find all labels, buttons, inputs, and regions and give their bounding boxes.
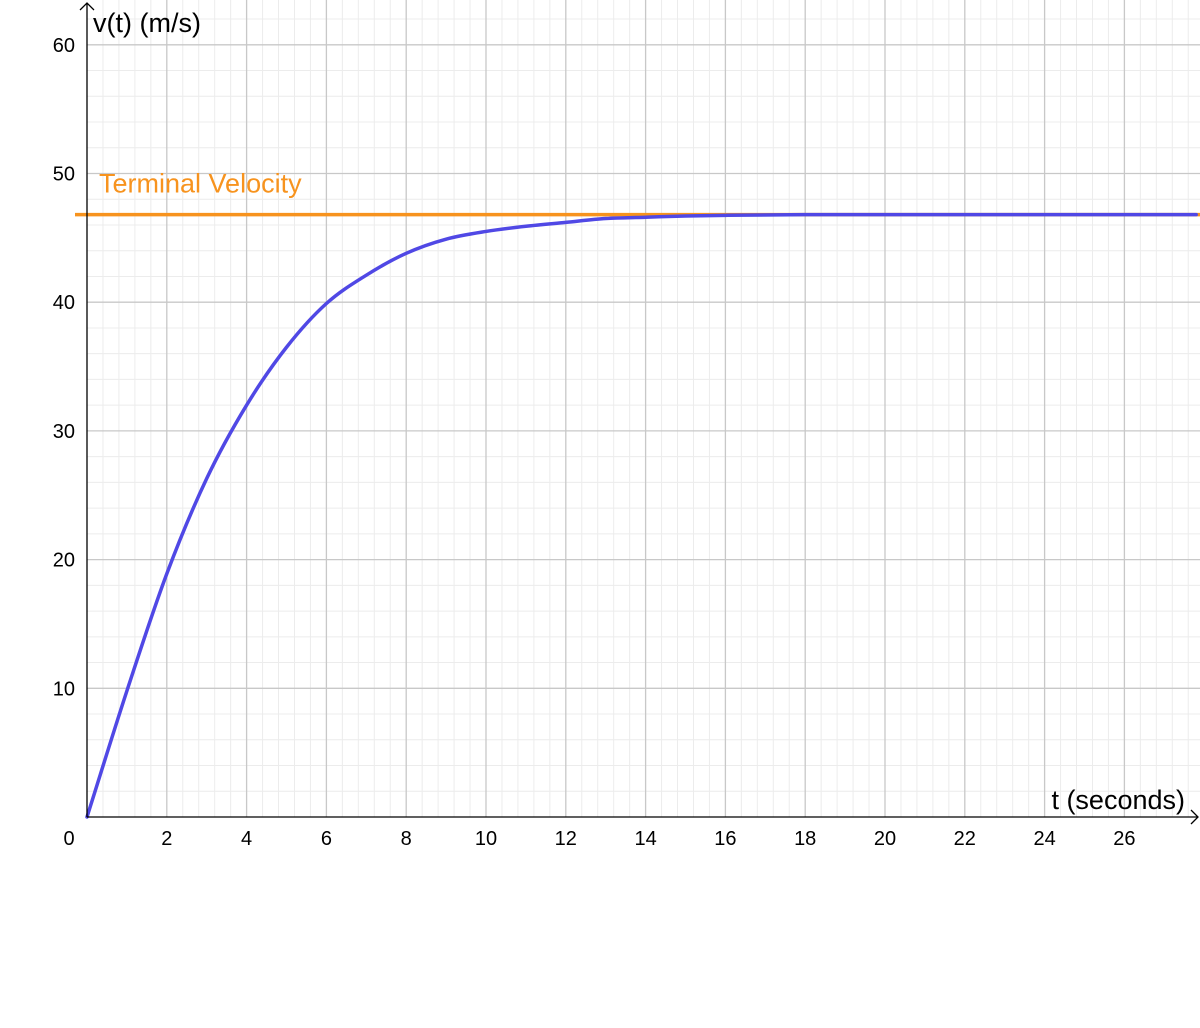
minor-grid [87,0,1200,817]
origin-label: 0 [63,828,74,850]
x-tick-label: 2 [161,828,172,850]
y-tick-label: 40 [53,292,75,314]
velocity-curve [85,212,1198,819]
y-tick-label: 30 [53,421,75,443]
x-axis-arrow-icon [1190,809,1199,825]
terminal-velocity-label: Terminal Velocity [99,169,302,199]
x-tick-label: 10 [475,828,497,850]
x-tick-label: 14 [634,828,656,850]
major-grid [87,0,1200,817]
reference-lines: Terminal Velocity [75,169,1200,217]
x-tick-label: 4 [241,828,252,850]
x-tick-label: 18 [794,828,816,850]
x-tick-label: 6 [321,828,332,850]
x-tick-label: 22 [954,828,976,850]
x-tick-label: 8 [401,828,412,850]
y-tick-label: 10 [53,678,75,700]
x-tick-label: 24 [1033,828,1055,850]
y-axis-arrow-icon [79,2,95,11]
axes [79,2,1199,825]
y-tick-label: 20 [53,550,75,572]
x-axis-title: t (seconds) [1051,785,1185,815]
series-layer [85,212,1198,819]
x-tick-label: 12 [555,828,577,850]
y-tick-label: 60 [53,35,75,57]
x-tick-label: 20 [874,828,896,850]
y-tick-label: 50 [53,164,75,186]
x-tick-label: 16 [714,828,736,850]
x-tick-label: 26 [1113,828,1135,850]
y-axis-title: v(t) (m/s) [93,8,201,38]
